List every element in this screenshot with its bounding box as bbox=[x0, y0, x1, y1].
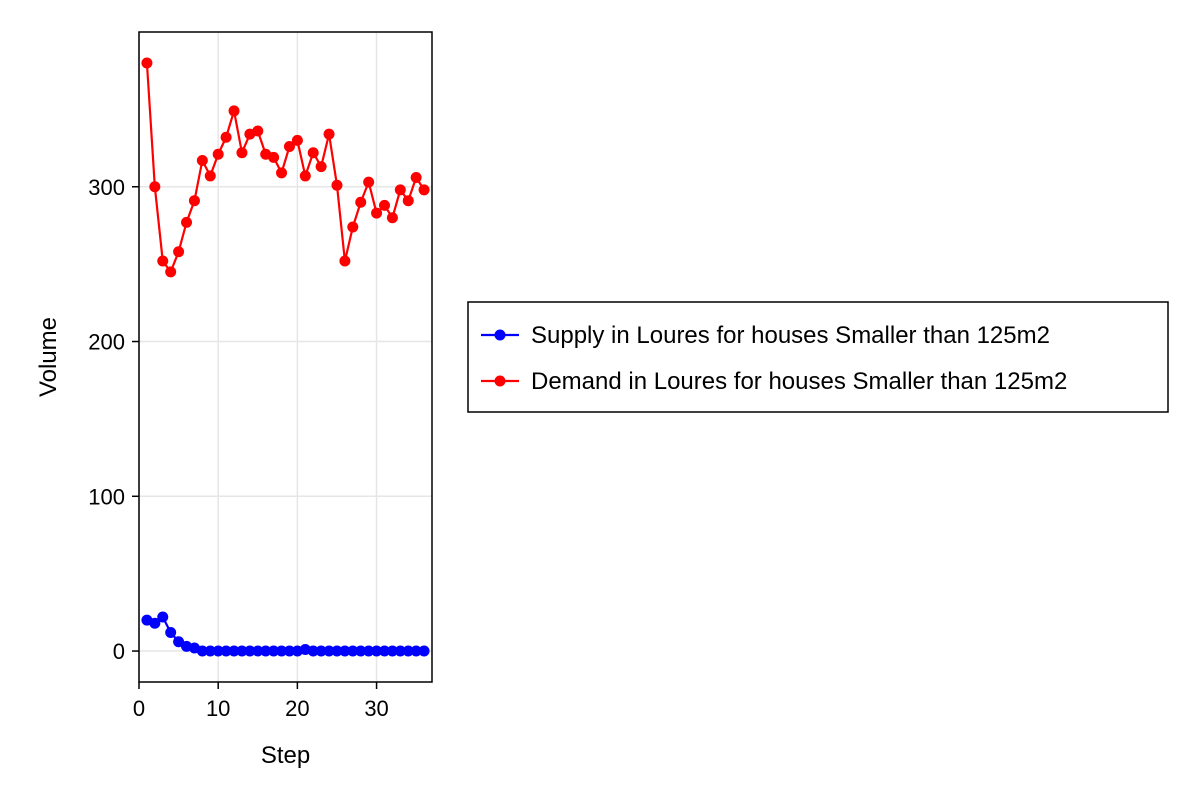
data-point bbox=[315, 161, 327, 173]
data-point bbox=[236, 645, 248, 657]
x-tick-label: 20 bbox=[285, 696, 309, 721]
data-point bbox=[410, 171, 422, 183]
data-point bbox=[228, 105, 240, 117]
data-point bbox=[228, 645, 240, 657]
x-tick-label: 10 bbox=[206, 696, 230, 721]
data-point bbox=[204, 170, 216, 182]
legend-label: Supply in Loures for houses Smaller than… bbox=[531, 322, 1050, 349]
data-point bbox=[331, 645, 343, 657]
data-point bbox=[307, 645, 319, 657]
data-point bbox=[236, 147, 248, 159]
data-point bbox=[283, 141, 295, 153]
data-point bbox=[402, 645, 414, 657]
data-point bbox=[173, 246, 185, 258]
data-point bbox=[212, 148, 224, 160]
series-line bbox=[145, 62, 426, 273]
data-point bbox=[323, 128, 335, 140]
y-tick-label: 0 bbox=[113, 639, 125, 664]
data-point bbox=[157, 255, 169, 267]
data-point bbox=[268, 151, 280, 163]
data-point bbox=[220, 645, 232, 657]
legend-frame bbox=[467, 301, 1169, 413]
series-demand bbox=[141, 57, 430, 278]
data-point bbox=[394, 645, 406, 657]
data-point bbox=[394, 184, 406, 196]
data-point bbox=[165, 266, 177, 278]
y-tick-label: 200 bbox=[88, 330, 125, 355]
data-point bbox=[378, 645, 390, 657]
data-point bbox=[347, 645, 359, 657]
data-point bbox=[410, 645, 422, 657]
data-point bbox=[331, 179, 343, 191]
data-point bbox=[252, 125, 264, 137]
data-point bbox=[418, 645, 430, 657]
data-point bbox=[141, 57, 153, 69]
plot-frame bbox=[138, 31, 433, 683]
legend-swatch-marker bbox=[494, 329, 506, 341]
legend: Supply in Loures for houses Smaller than… bbox=[467, 301, 1169, 413]
data-point bbox=[220, 131, 232, 143]
series-supply bbox=[141, 611, 430, 657]
data-point bbox=[149, 181, 161, 193]
y-tick-label: 300 bbox=[88, 175, 125, 200]
data-point bbox=[268, 645, 280, 657]
data-point bbox=[252, 645, 264, 657]
data-point bbox=[402, 195, 414, 207]
legend-label: Demand in Loures for houses Smaller than… bbox=[531, 368, 1067, 395]
data-point bbox=[276, 645, 288, 657]
data-point bbox=[283, 645, 295, 657]
data-point bbox=[196, 645, 208, 657]
data-point bbox=[276, 167, 288, 179]
data-point bbox=[339, 645, 351, 657]
data-point bbox=[244, 645, 256, 657]
data-point bbox=[347, 221, 359, 233]
data-point bbox=[196, 154, 208, 166]
data-point bbox=[371, 207, 383, 219]
legend-swatch-marker bbox=[494, 375, 506, 387]
data-point bbox=[149, 617, 161, 629]
x-axis-title: Step bbox=[261, 742, 310, 769]
x-tick-label: 0 bbox=[133, 696, 145, 721]
data-point bbox=[173, 636, 185, 648]
data-point bbox=[181, 216, 193, 228]
data-point bbox=[323, 645, 335, 657]
data-point bbox=[315, 645, 327, 657]
data-point bbox=[157, 611, 169, 623]
data-point bbox=[212, 645, 224, 657]
data-point bbox=[165, 626, 177, 638]
data-point bbox=[418, 184, 430, 196]
data-point bbox=[307, 147, 319, 159]
grid-lines bbox=[138, 32, 432, 682]
y-axis-title: Volume bbox=[35, 317, 62, 397]
data-point bbox=[355, 196, 367, 208]
data-point bbox=[371, 645, 383, 657]
data-point bbox=[386, 645, 398, 657]
data-point bbox=[378, 199, 390, 211]
data-point bbox=[204, 645, 216, 657]
data-point bbox=[299, 170, 311, 182]
legend-entry: Supply in Loures for houses Smaller than… bbox=[481, 322, 1050, 349]
data-point bbox=[188, 195, 200, 207]
data-point bbox=[386, 212, 398, 224]
data-point bbox=[291, 134, 303, 146]
data-point bbox=[260, 645, 272, 657]
x-tick-label: 30 bbox=[364, 696, 388, 721]
data-point bbox=[363, 176, 375, 188]
data-point bbox=[363, 645, 375, 657]
data-point bbox=[339, 255, 351, 267]
series-layer bbox=[141, 57, 430, 657]
legend-entry: Demand in Loures for houses Smaller than… bbox=[481, 368, 1067, 395]
y-tick-label: 100 bbox=[88, 484, 125, 509]
data-point bbox=[355, 645, 367, 657]
